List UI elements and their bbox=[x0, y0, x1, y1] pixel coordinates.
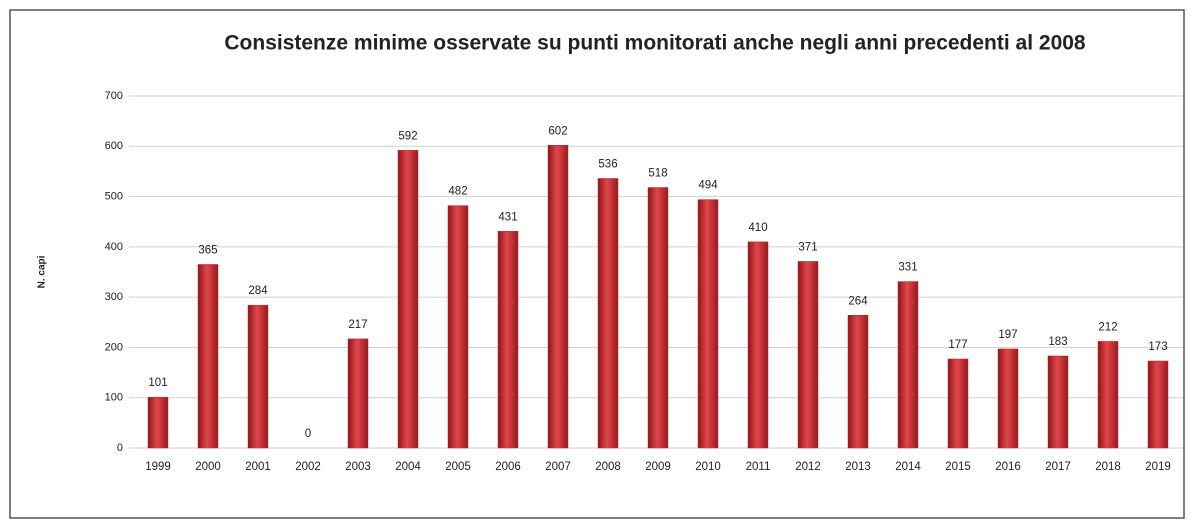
x-tick-label: 2013 bbox=[845, 461, 871, 473]
data-label: 482 bbox=[448, 186, 467, 198]
x-tick-label: 2014 bbox=[895, 461, 921, 473]
x-tick-label: 2002 bbox=[295, 461, 321, 473]
x-tick-label: 2012 bbox=[795, 461, 821, 473]
bar bbox=[747, 241, 769, 449]
x-tick-label: 1999 bbox=[145, 461, 171, 473]
data-label: 331 bbox=[898, 262, 917, 274]
bar bbox=[797, 261, 819, 449]
bar bbox=[147, 396, 169, 449]
data-label: 371 bbox=[798, 241, 817, 253]
bar bbox=[447, 205, 469, 449]
y-tick-label: 400 bbox=[105, 241, 123, 253]
x-tick-label: 2000 bbox=[195, 461, 221, 473]
data-label: 173 bbox=[1148, 341, 1167, 353]
y-tick-label: 100 bbox=[105, 392, 123, 404]
x-tick-label: 2018 bbox=[1095, 461, 1121, 473]
data-label: 518 bbox=[648, 168, 667, 180]
data-label: 494 bbox=[698, 180, 718, 192]
bar bbox=[947, 358, 969, 449]
y-tick-label: 600 bbox=[105, 140, 123, 152]
data-label: 536 bbox=[598, 158, 617, 170]
data-label: 183 bbox=[1048, 336, 1067, 348]
x-tick-label: 2009 bbox=[645, 461, 671, 473]
y-tick-label: 200 bbox=[105, 341, 123, 353]
x-tick-label: 2006 bbox=[495, 461, 521, 473]
x-tick-label: 2016 bbox=[995, 461, 1021, 473]
y-tick-label: 0 bbox=[117, 442, 123, 454]
x-tick-label: 2011 bbox=[746, 461, 771, 473]
data-label: 365 bbox=[198, 244, 217, 256]
y-tick-label: 500 bbox=[105, 190, 123, 202]
x-tick-label: 2017 bbox=[1045, 461, 1071, 473]
y-tick-label: 300 bbox=[105, 291, 123, 303]
bar bbox=[1047, 355, 1069, 449]
data-label: 602 bbox=[548, 125, 567, 137]
chart-title: Consistenze minime osservate su punti mo… bbox=[224, 32, 1086, 55]
x-tick-label: 2001 bbox=[245, 461, 271, 473]
x-tick-label: 2003 bbox=[345, 461, 371, 473]
data-label: 284 bbox=[248, 285, 268, 297]
x-tick-label: 2008 bbox=[595, 461, 621, 473]
data-label: 0 bbox=[305, 428, 311, 440]
bar bbox=[897, 281, 919, 449]
data-label: 197 bbox=[998, 329, 1017, 341]
x-tick-label: 2019 bbox=[1145, 461, 1171, 473]
y-tick-label: 700 bbox=[105, 90, 123, 102]
x-tick-label: 2015 bbox=[945, 461, 971, 473]
bar bbox=[247, 304, 269, 449]
bar bbox=[1147, 360, 1169, 449]
data-label: 212 bbox=[1098, 321, 1117, 333]
data-label: 101 bbox=[148, 377, 167, 389]
data-label: 217 bbox=[348, 319, 367, 331]
bar bbox=[197, 264, 219, 449]
x-tick-label: 2004 bbox=[395, 461, 421, 473]
bar bbox=[1097, 341, 1119, 449]
y-axis-label: N. capi bbox=[37, 255, 48, 288]
data-label: 264 bbox=[848, 295, 868, 307]
data-label: 592 bbox=[398, 130, 417, 142]
bar bbox=[997, 348, 1019, 449]
bar bbox=[647, 187, 669, 449]
data-label: 177 bbox=[948, 339, 967, 351]
x-tick-label: 2010 bbox=[695, 461, 721, 473]
x-tick-label: 2007 bbox=[545, 461, 571, 473]
bar bbox=[347, 338, 369, 449]
bar bbox=[497, 231, 519, 449]
bar bbox=[697, 199, 719, 449]
data-label: 410 bbox=[748, 222, 767, 234]
data-label: 431 bbox=[498, 211, 517, 223]
bar bbox=[397, 150, 419, 449]
x-tick-label: 2005 bbox=[445, 461, 471, 473]
bar bbox=[547, 145, 569, 449]
bar bbox=[847, 314, 869, 449]
bar bbox=[597, 178, 619, 449]
